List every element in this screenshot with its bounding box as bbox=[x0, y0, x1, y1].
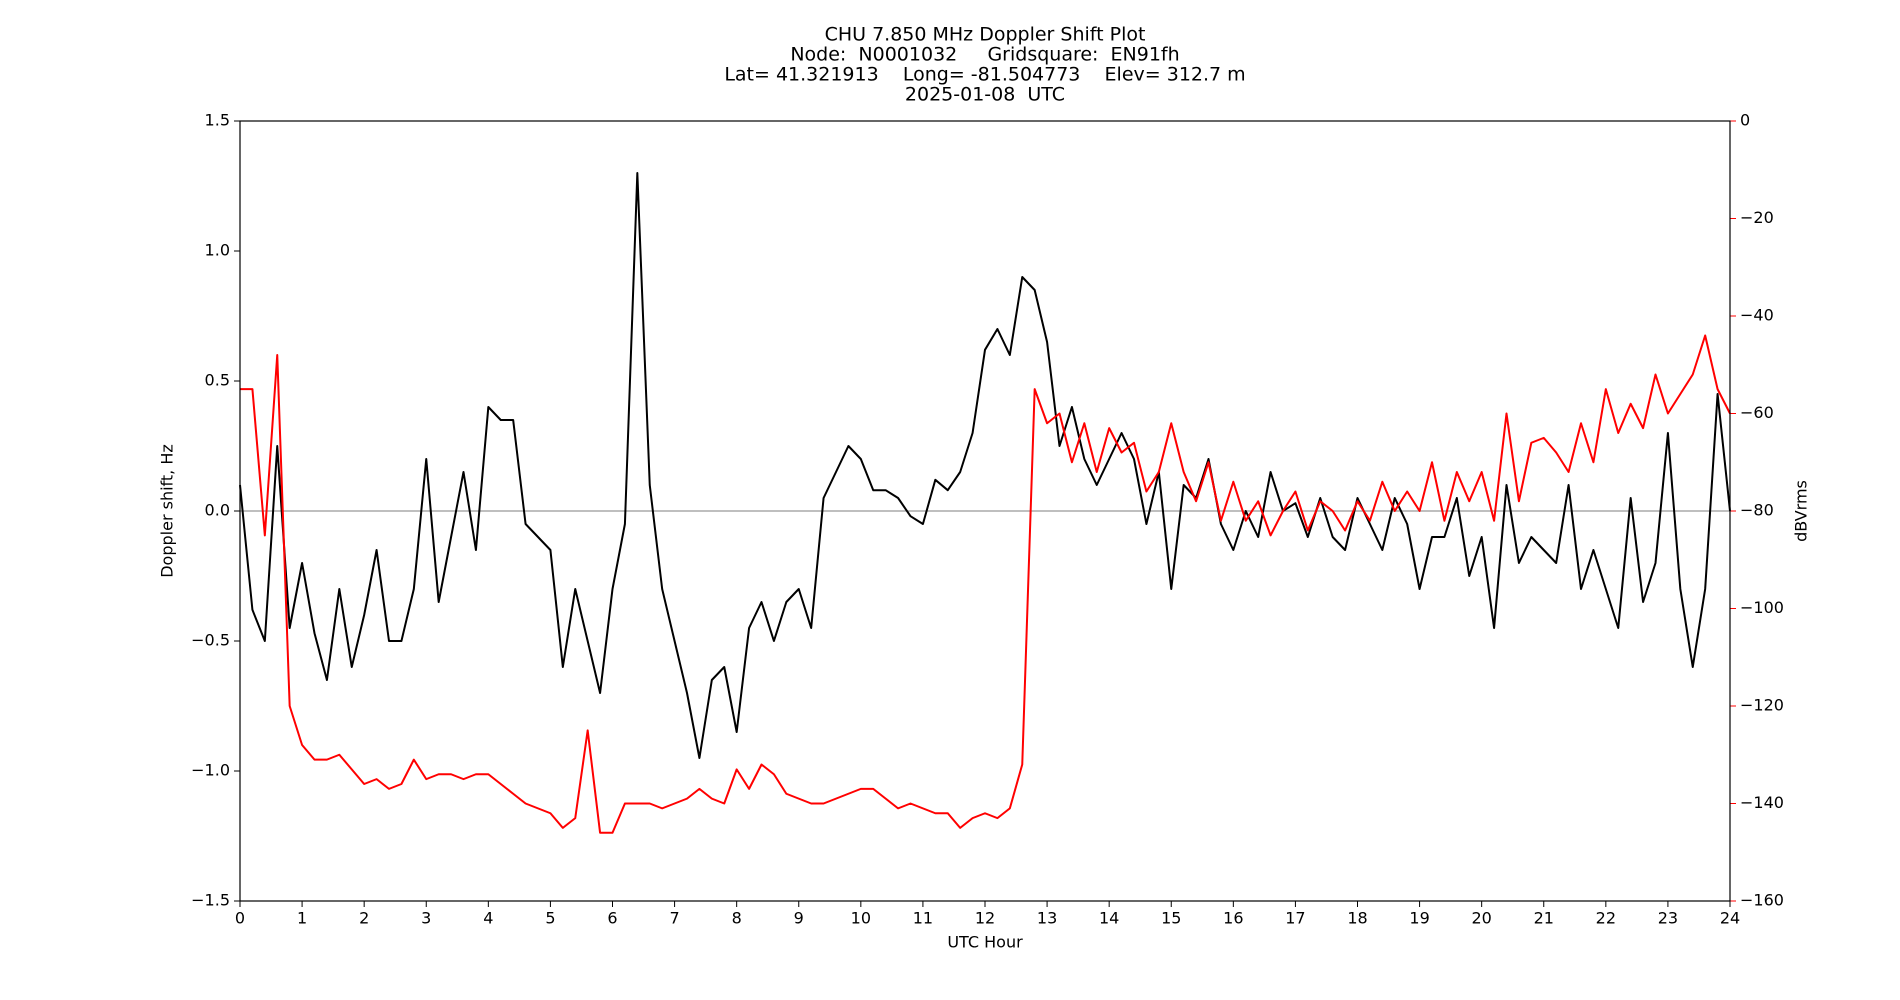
y2-tick-label: −40 bbox=[1740, 306, 1774, 325]
x-tick-label: 2 bbox=[359, 909, 369, 928]
chart-title: Lat= 41.321913 Long= -81.504773 Elev= 31… bbox=[724, 64, 1245, 86]
x-tick-label: 4 bbox=[483, 909, 493, 928]
x-tick-label: 8 bbox=[732, 909, 742, 928]
y-tick-label: 0.5 bbox=[205, 371, 230, 390]
x-tick-label: 6 bbox=[607, 909, 617, 928]
x-tick-label: 21 bbox=[1534, 909, 1554, 928]
x-tick-label: 13 bbox=[1037, 909, 1057, 928]
x-tick-label: 3 bbox=[421, 909, 431, 928]
y2-tick-label: −20 bbox=[1740, 208, 1774, 227]
y-tick-label: 1.5 bbox=[205, 111, 230, 130]
chart-title: Node: N0001032 Gridsquare: EN91fh bbox=[790, 44, 1179, 66]
x-tick-label: 5 bbox=[545, 909, 555, 928]
y-tick-label: −1.0 bbox=[191, 761, 230, 780]
y2-axis-label: dBVrms bbox=[1792, 480, 1811, 542]
y2-tick-label: 0 bbox=[1740, 111, 1750, 130]
x-tick-label: 7 bbox=[669, 909, 679, 928]
x-tick-label: 9 bbox=[794, 909, 804, 928]
y-axis-label: Doppler shift, Hz bbox=[158, 444, 177, 578]
x-tick-label: 18 bbox=[1347, 909, 1367, 928]
x-tick-label: 12 bbox=[975, 909, 995, 928]
y2-tick-label: −120 bbox=[1740, 696, 1784, 715]
y2-tick-label: −140 bbox=[1740, 793, 1784, 812]
x-tick-label: 0 bbox=[235, 909, 245, 928]
x-tick-label: 19 bbox=[1409, 909, 1429, 928]
y2-tick-label: −80 bbox=[1740, 501, 1774, 520]
x-tick-label: 20 bbox=[1471, 909, 1491, 928]
x-tick-label: 24 bbox=[1720, 909, 1740, 928]
y-tick-label: −0.5 bbox=[191, 631, 230, 650]
x-tick-label: 15 bbox=[1161, 909, 1181, 928]
x-tick-label: 10 bbox=[851, 909, 871, 928]
x-axis-label: UTC Hour bbox=[947, 933, 1023, 952]
plot-frame bbox=[239, 120, 1731, 902]
y-tick-label: 1.0 bbox=[205, 241, 230, 260]
chart-title: 2025-01-08 UTC bbox=[905, 84, 1065, 106]
y-tick-label: 0.0 bbox=[205, 501, 230, 520]
series-line bbox=[239, 172, 1731, 759]
x-tick-label: 23 bbox=[1658, 909, 1678, 928]
x-tick-label: 1 bbox=[297, 909, 307, 928]
x-tick-label: 16 bbox=[1223, 909, 1243, 928]
x-tick-label: 22 bbox=[1596, 909, 1616, 928]
y-tick-label: −1.5 bbox=[191, 891, 230, 910]
y2-tick-label: −100 bbox=[1740, 598, 1784, 617]
y2-tick-label: −160 bbox=[1740, 891, 1784, 910]
x-tick-label: 11 bbox=[913, 909, 933, 928]
x-tick-label: 17 bbox=[1285, 909, 1305, 928]
chart-title: CHU 7.850 MHz Doppler Shift Plot bbox=[825, 24, 1146, 46]
series-line bbox=[240, 334, 1731, 834]
y2-tick-label: −60 bbox=[1740, 403, 1774, 422]
x-tick-label: 14 bbox=[1099, 909, 1119, 928]
